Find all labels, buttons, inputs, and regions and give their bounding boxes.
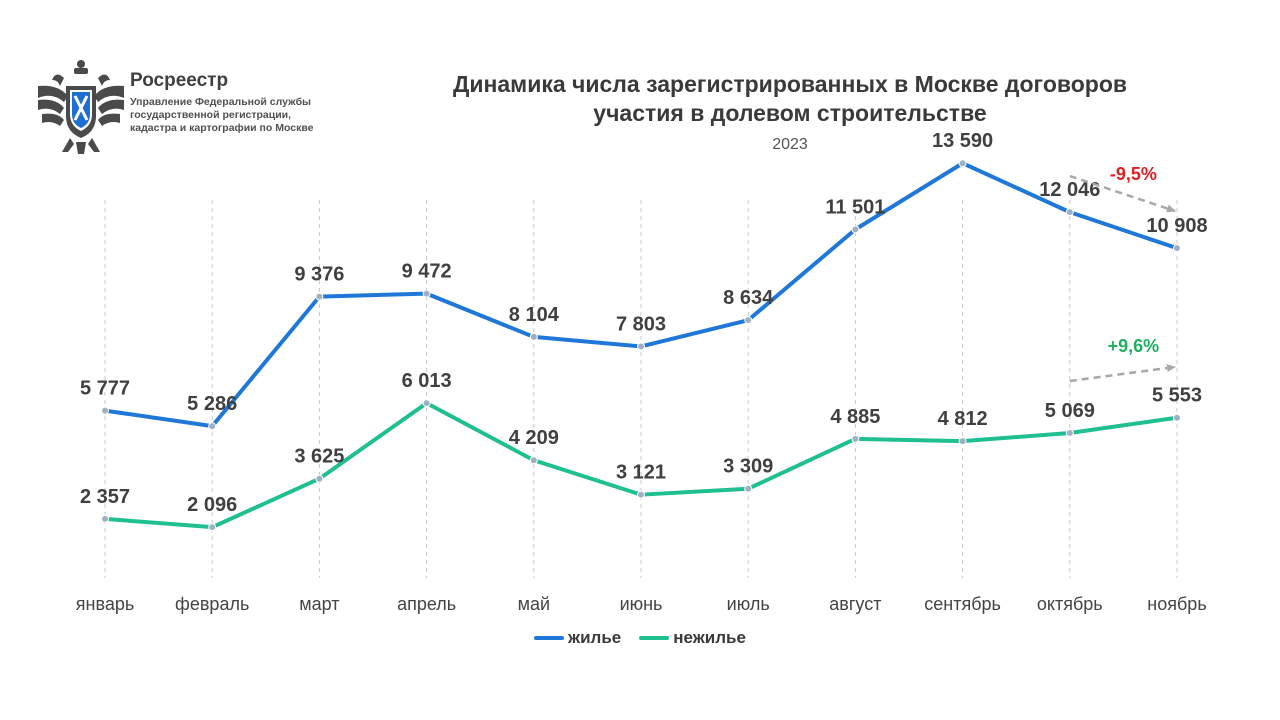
- x-tick-label: февраль: [175, 594, 249, 614]
- data-label: 4 812: [938, 408, 988, 430]
- data-label: 9 376: [294, 264, 344, 286]
- x-tick-label: сентябрь: [924, 594, 1001, 614]
- data-point: [422, 399, 431, 408]
- legend-swatch-nonresidential: [639, 636, 670, 640]
- x-tick-label: октябрь: [1037, 594, 1103, 614]
- logo: Росреестр Управление Федеральной службы …: [34, 56, 334, 156]
- x-tick-label: август: [829, 594, 881, 614]
- x-tick-label: март: [299, 594, 339, 614]
- data-label: 5 286: [187, 393, 237, 415]
- data-label: 3 625: [294, 446, 344, 468]
- data-label: 4 209: [509, 427, 559, 449]
- data-label: 6 013: [402, 370, 452, 392]
- data-point: [208, 422, 217, 431]
- data-point: [1065, 208, 1074, 217]
- x-tick-label: ноябрь: [1147, 594, 1206, 614]
- data-point: [315, 474, 324, 483]
- data-label: 7 803: [616, 313, 666, 335]
- data-point: [851, 225, 860, 234]
- data-point: [1065, 429, 1074, 438]
- data-point: [637, 342, 645, 351]
- data-point: [744, 484, 753, 493]
- logo-subtitle: Управление Федеральной службы государств…: [130, 96, 314, 134]
- data-point: [958, 159, 967, 168]
- data-label: 4 885: [830, 406, 880, 428]
- x-tick-label: январь: [76, 594, 134, 614]
- data-point: [1173, 244, 1181, 253]
- trend-arrow: [1069, 174, 1176, 213]
- data-point: [744, 316, 753, 325]
- legend-item-residential: жилье: [534, 628, 621, 648]
- x-tick-label: июнь: [620, 594, 663, 614]
- data-label: 8 104: [509, 304, 560, 326]
- data-point: [1173, 413, 1181, 422]
- data-point: [958, 437, 967, 446]
- legend-item-nonresidential: нежилье: [639, 628, 746, 648]
- x-tick-label: апрель: [397, 594, 456, 614]
- legend-label-residential: жилье: [568, 628, 622, 647]
- data-label: 5 069: [1045, 400, 1095, 422]
- data-label: 8 634: [723, 287, 774, 309]
- chart-title: Динамика числа зарегистрированных в Моск…: [452, 71, 1128, 126]
- data-point: [208, 523, 217, 532]
- double-headed-eagle-emblem-icon: [38, 60, 124, 154]
- data-label: 12 046: [1039, 179, 1100, 201]
- data-label: 10 908: [1146, 215, 1207, 237]
- legend: жилье нежилье: [0, 628, 1280, 648]
- data-point: [637, 490, 645, 499]
- data-point: [101, 514, 109, 523]
- data-point: [315, 292, 324, 301]
- data-point: [422, 289, 431, 298]
- data-label: 13 590: [932, 130, 993, 152]
- data-label: 5 553: [1152, 385, 1202, 407]
- data-point: [101, 406, 109, 415]
- logo-name: Росреестр: [130, 70, 229, 91]
- data-label: 11 501: [825, 196, 885, 218]
- data-label: 9 472: [402, 261, 452, 283]
- data-label: 2 096: [187, 494, 237, 516]
- x-tick-label: июль: [727, 594, 770, 614]
- change-annotation: -9,5%: [1110, 164, 1157, 184]
- data-point: [851, 434, 860, 443]
- x-tick-label: май: [518, 594, 550, 614]
- change-annotation: +9,6%: [1108, 336, 1160, 356]
- data-point: [529, 456, 538, 465]
- legend-label-nonresidential: нежилье: [673, 628, 746, 647]
- chart-subtitle: 2023: [772, 136, 808, 153]
- trend-arrow: [1069, 364, 1176, 383]
- data-point: [529, 332, 538, 341]
- data-label: 2 357: [80, 486, 130, 508]
- data-label: 3 121: [616, 462, 666, 484]
- legend-swatch-residential: [534, 636, 565, 640]
- data-label: 5 777: [80, 378, 130, 400]
- data-label: 3 309: [723, 456, 773, 478]
